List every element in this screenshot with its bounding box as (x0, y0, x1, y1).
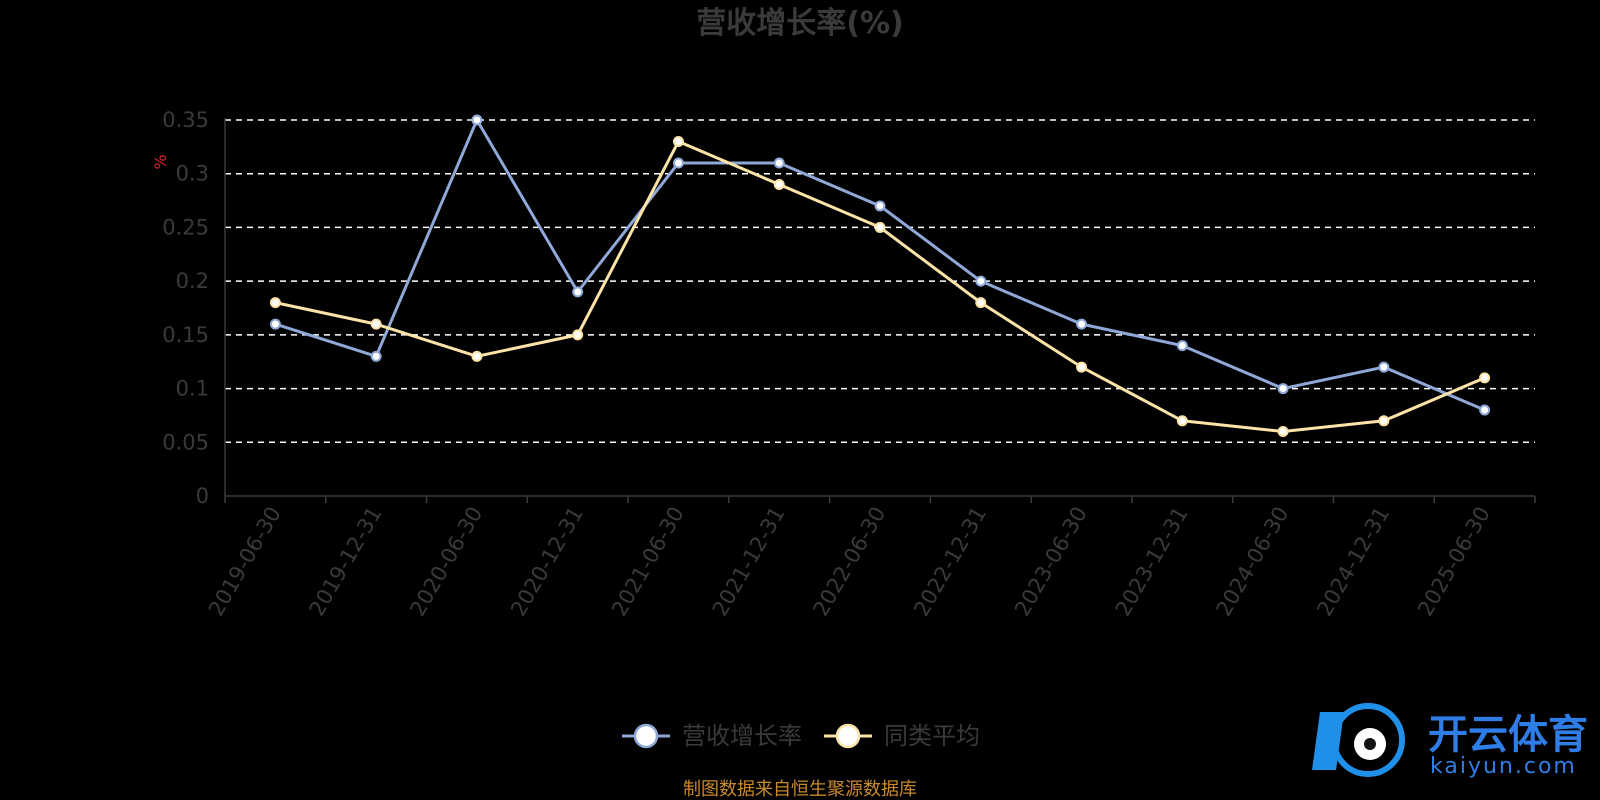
data-point[interactable] (1378, 415, 1390, 427)
data-point[interactable] (471, 350, 483, 362)
y-axis-unit: % (151, 154, 170, 169)
data-point[interactable] (1076, 318, 1088, 330)
data-point[interactable] (874, 200, 886, 212)
data-point[interactable] (572, 329, 584, 341)
data-point[interactable] (370, 318, 382, 330)
watermark-logo: 开云体育 kaiyun.com (1312, 703, 1588, 779)
chart-title: 营收增长率(%) (696, 6, 903, 41)
y-tick-label: 0.15 (162, 323, 209, 347)
y-axis-ticks: 0 0.05 0.1 0.15 0.2 0.25 0.3 0.35 (162, 108, 209, 508)
x-tick-label: 2022-06-30 (809, 503, 891, 621)
x-tick-label: 2023-12-31 (1111, 503, 1193, 621)
data-point[interactable] (269, 318, 281, 330)
y-tick-label: 0.1 (176, 377, 209, 401)
x-tick-label: 2020-12-31 (506, 503, 588, 621)
x-tick-label: 2019-06-30 (204, 503, 286, 621)
y-tick-label: 0.05 (162, 430, 209, 454)
y-tick-label: 0.2 (176, 269, 209, 293)
data-point[interactable] (672, 135, 684, 147)
data-point[interactable] (773, 178, 785, 190)
legend: 营收增长率 同类平均 (622, 722, 980, 750)
x-tick-label: 2022-12-31 (909, 503, 991, 621)
legend-marker[interactable] (835, 723, 861, 749)
data-source-note: 制图数据来自恒生聚源数据库 (683, 779, 917, 800)
data-point[interactable] (370, 350, 382, 362)
data-point[interactable] (1479, 372, 1491, 384)
data-point[interactable] (975, 297, 987, 309)
data-point[interactable] (1076, 361, 1088, 373)
x-tick-label: 2025-06-30 (1413, 503, 1495, 621)
data-point[interactable] (1176, 340, 1188, 352)
data-point[interactable] (672, 157, 684, 169)
x-tick-label: 2021-06-30 (607, 503, 689, 621)
watermark-domain: kaiyun.com (1430, 754, 1577, 779)
axes (224, 118, 1536, 503)
data-point[interactable] (471, 114, 483, 126)
legend-label[interactable]: 同类平均 (884, 722, 980, 750)
x-tick-label: 2024-06-30 (1212, 503, 1294, 621)
legend-marker[interactable] (633, 723, 659, 749)
x-tick-label: 2023-06-30 (1010, 503, 1092, 621)
data-point[interactable] (1277, 383, 1289, 395)
data-point[interactable] (1176, 415, 1188, 427)
x-tick-label: 2020-06-30 (405, 503, 487, 621)
x-axis-ticks: 2019-06-30 2019-12-31 2020-06-30 2020-12-31… (204, 503, 1495, 621)
x-tick-label: 2024-12-31 (1312, 503, 1394, 621)
data-point[interactable] (1479, 404, 1491, 416)
y-tick-label: 0.25 (162, 215, 209, 239)
y-tick-label: 0.3 (176, 162, 209, 186)
x-tick-label: 2019-12-31 (305, 503, 387, 621)
data-point[interactable] (269, 297, 281, 309)
series-layer (269, 114, 1491, 438)
data-point[interactable] (874, 221, 886, 233)
data-point[interactable] (773, 157, 785, 169)
data-point[interactable] (1277, 426, 1289, 438)
legend-label[interactable]: 营收增长率 (682, 722, 802, 750)
x-tick-label: 2021-12-31 (708, 503, 790, 621)
series-line (274, 118, 1486, 412)
data-point[interactable] (572, 286, 584, 298)
y-tick-label: 0 (196, 484, 209, 508)
data-point[interactable] (1378, 361, 1390, 373)
gridlines (225, 119, 1535, 444)
watermark-brand: 开云体育 (1428, 712, 1588, 758)
data-point[interactable] (975, 275, 987, 287)
y-tick-label: 0.35 (162, 108, 209, 132)
